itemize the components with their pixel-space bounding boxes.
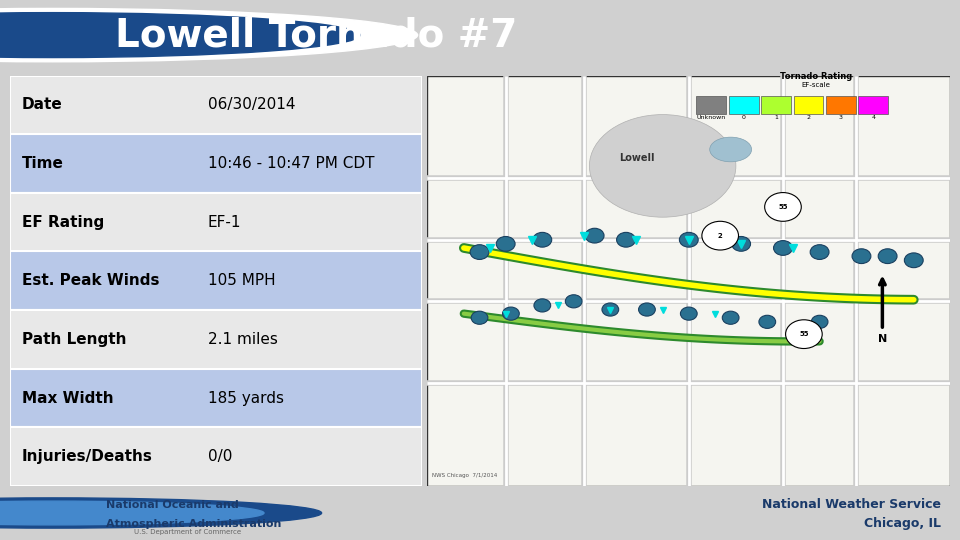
- FancyBboxPatch shape: [10, 76, 422, 134]
- Text: Max Width: Max Width: [22, 390, 113, 406]
- Text: 06/30/2014: 06/30/2014: [207, 97, 296, 112]
- Text: EF-scale: EF-scale: [802, 82, 830, 88]
- Ellipse shape: [589, 114, 736, 217]
- Text: U.S. Department of Commerce: U.S. Department of Commerce: [134, 529, 242, 535]
- Text: 3: 3: [839, 114, 843, 120]
- Circle shape: [810, 245, 829, 259]
- Circle shape: [702, 221, 738, 250]
- Text: 2.1 miles: 2.1 miles: [207, 332, 277, 347]
- Text: Date: Date: [22, 97, 62, 112]
- Circle shape: [602, 303, 618, 316]
- Circle shape: [471, 311, 488, 325]
- Circle shape: [565, 295, 582, 308]
- Circle shape: [502, 307, 519, 320]
- Ellipse shape: [709, 137, 752, 162]
- Text: 2: 2: [718, 233, 723, 239]
- FancyBboxPatch shape: [10, 427, 422, 486]
- Text: 105 MPH: 105 MPH: [207, 273, 276, 288]
- Text: 0: 0: [742, 114, 746, 120]
- Text: 4: 4: [872, 114, 876, 120]
- Bar: [696, 96, 726, 114]
- Circle shape: [0, 12, 360, 58]
- Text: Tornado Rating: Tornado Rating: [780, 72, 852, 80]
- Text: Chicago, IL: Chicago, IL: [864, 517, 941, 530]
- Text: Injuries/Deaths: Injuries/Deaths: [22, 449, 153, 464]
- Text: Lowell Tornado #7: Lowell Tornado #7: [115, 16, 517, 54]
- Bar: [761, 96, 791, 114]
- Text: 0/0: 0/0: [207, 449, 232, 464]
- Text: Est. Peak Winds: Est. Peak Winds: [22, 273, 159, 288]
- Circle shape: [732, 237, 751, 251]
- Text: Unknown: Unknown: [697, 114, 726, 120]
- Circle shape: [534, 299, 551, 312]
- Text: 185 yards: 185 yards: [207, 390, 284, 406]
- FancyBboxPatch shape: [10, 193, 422, 252]
- FancyBboxPatch shape: [10, 369, 422, 427]
- Circle shape: [496, 237, 516, 251]
- Circle shape: [616, 232, 636, 247]
- Bar: [826, 96, 856, 114]
- Text: Time: Time: [22, 156, 64, 171]
- Circle shape: [759, 315, 776, 328]
- Text: NWS Chicago  7/1/2014: NWS Chicago 7/1/2014: [432, 473, 497, 478]
- Circle shape: [533, 232, 552, 247]
- Text: 1: 1: [774, 114, 778, 120]
- Circle shape: [0, 9, 418, 62]
- Text: Path Length: Path Length: [22, 332, 127, 347]
- Circle shape: [0, 501, 264, 525]
- Circle shape: [722, 311, 739, 325]
- Bar: [794, 96, 824, 114]
- Circle shape: [638, 303, 656, 316]
- Text: Lowell: Lowell: [619, 153, 654, 163]
- FancyBboxPatch shape: [10, 310, 422, 369]
- Text: N: N: [877, 334, 887, 344]
- Text: EF Rating: EF Rating: [22, 215, 105, 230]
- Circle shape: [0, 498, 322, 528]
- Circle shape: [680, 232, 698, 247]
- Bar: [729, 96, 758, 114]
- Text: 10:46 - 10:47 PM CDT: 10:46 - 10:47 PM CDT: [207, 156, 374, 171]
- Circle shape: [586, 228, 604, 243]
- Text: EF-1: EF-1: [207, 215, 241, 230]
- Circle shape: [470, 245, 489, 259]
- Circle shape: [904, 253, 924, 268]
- Circle shape: [878, 249, 897, 264]
- Circle shape: [681, 307, 697, 320]
- Text: National Oceanic and: National Oceanic and: [106, 500, 238, 510]
- Text: 55: 55: [799, 331, 808, 337]
- Text: 2: 2: [806, 114, 810, 120]
- Bar: [858, 96, 888, 114]
- FancyBboxPatch shape: [10, 134, 422, 193]
- FancyBboxPatch shape: [10, 252, 422, 310]
- Text: National Weather Service: National Weather Service: [762, 498, 941, 511]
- Text: 55: 55: [779, 204, 788, 210]
- Circle shape: [774, 241, 792, 255]
- Text: Atmospheric Administration: Atmospheric Administration: [106, 519, 281, 529]
- Circle shape: [811, 315, 828, 328]
- Circle shape: [765, 193, 802, 221]
- Circle shape: [852, 249, 871, 264]
- Circle shape: [785, 320, 822, 348]
